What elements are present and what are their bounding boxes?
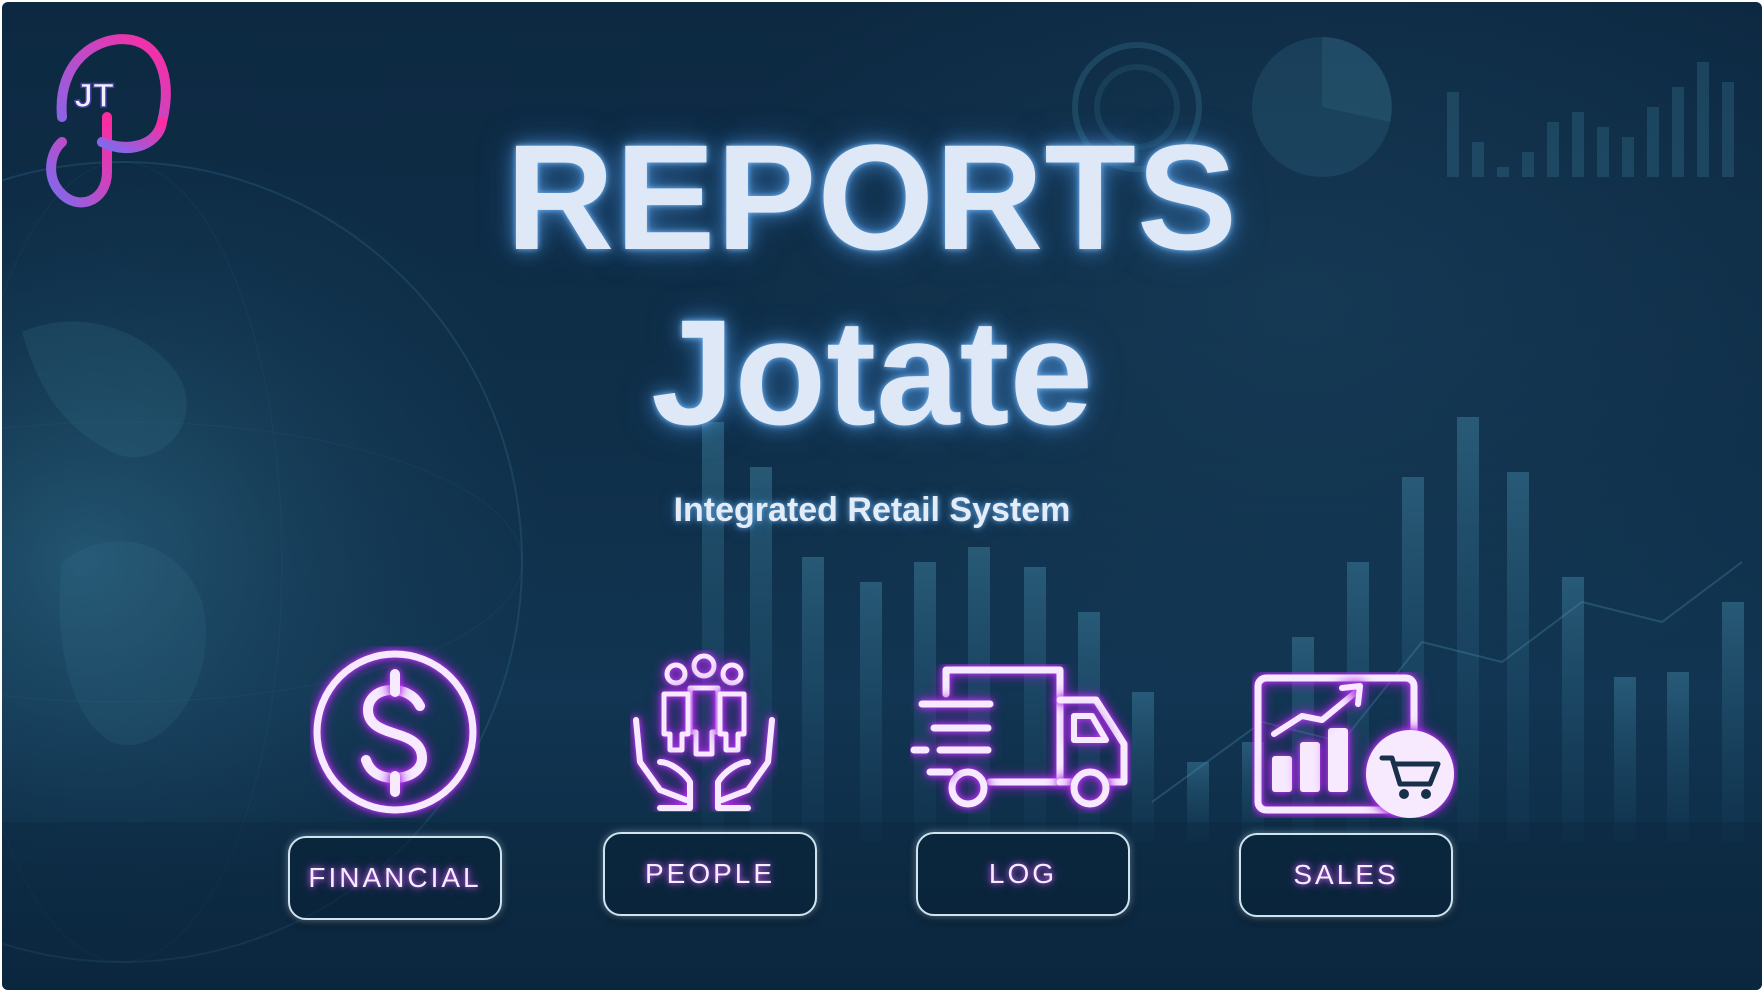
background-pie (1252, 37, 1392, 177)
delivery-truck-icon[interactable] (910, 664, 1132, 814)
page-subtitle: Jotate (651, 288, 1093, 456)
background-mini-bars (1447, 62, 1734, 177)
background-bar-chart (702, 417, 1744, 842)
background-trend-line (1151, 561, 1743, 803)
financial-button[interactable]: FINANCIAL (288, 836, 502, 920)
people-hands-icon[interactable] (630, 650, 778, 812)
dollar-circle-icon[interactable] (310, 646, 480, 818)
sales-button[interactable]: SALES (1239, 833, 1453, 917)
globe-graphic (2, 161, 523, 963)
jt-logo: JT (46, 34, 171, 208)
background-gauge (1072, 42, 1202, 172)
logo-letters: JT (74, 77, 114, 115)
page-title: REPORTS (505, 113, 1239, 281)
sales-chart-cart-icon[interactable] (1252, 672, 1458, 818)
tagline: Integrated Retail System (673, 491, 1071, 529)
people-button[interactable]: PEOPLE (603, 832, 817, 916)
log-button[interactable]: LOG (916, 832, 1130, 916)
